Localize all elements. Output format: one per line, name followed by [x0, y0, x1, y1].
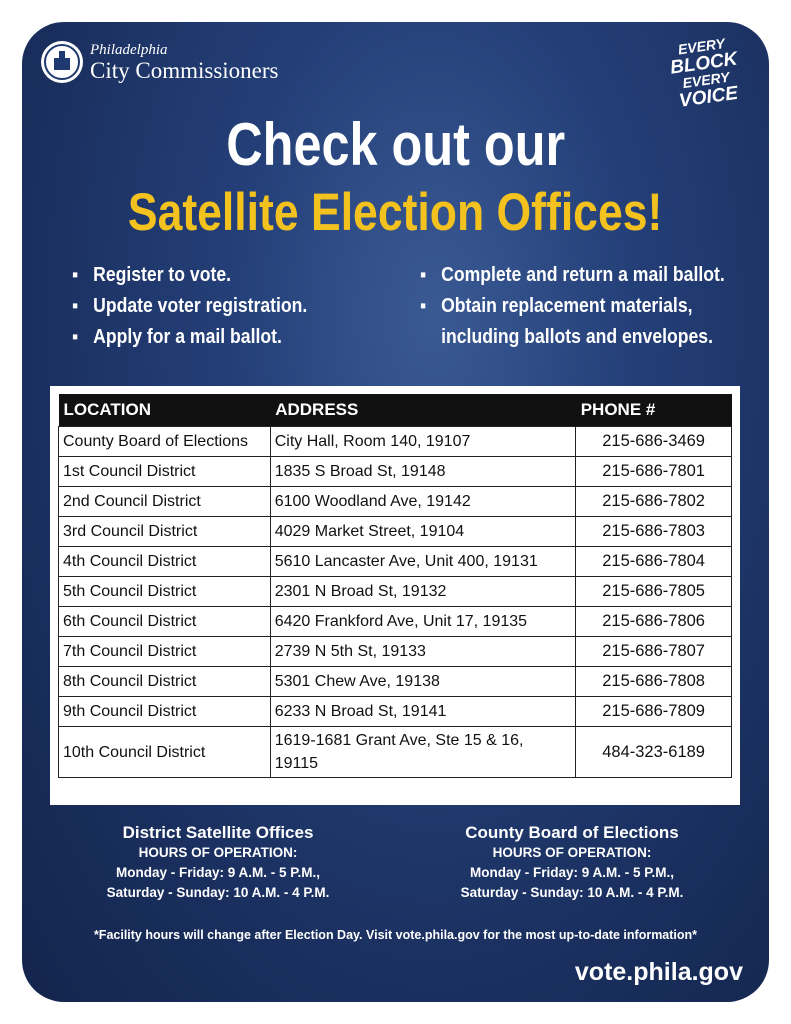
table-row: 5th Council District 2301 N Broad St, 191… [58, 576, 732, 607]
slogan-badge: EVERY BLOCK EVERY VOICE [661, 33, 750, 112]
hours-block: District Satellite Offices HOURS OF OPERA… [28, 822, 408, 903]
hours-title: District Satellite Offices [122, 823, 314, 842]
service-item: Register to vote. [72, 260, 392, 291]
phone-cell: 215-686-7805 [575, 576, 732, 607]
headline: Satellite Election Offices! [22, 182, 769, 243]
address-cell: 6100 Woodland Ave, 19142 [269, 486, 577, 517]
address-cell: 2739 N 5th St, 19133 [269, 636, 577, 667]
table-row: 7th Council District 2739 N 5th St, 19133… [58, 636, 732, 667]
address-cell: 2301 N Broad St, 19132 [269, 576, 577, 607]
table-row: 10th Council District 1619-1681 Grant Ave… [58, 726, 732, 778]
address-cell: 5610 Lancaster Ave, Unit 400, 19131 [269, 546, 577, 577]
address-cell: 1835 S Broad St, 19148 [269, 456, 577, 487]
header-row: LOCATION ADDRESS PHONE # [58, 394, 732, 427]
phone-cell: 215-686-7803 [575, 516, 732, 547]
hours-subtitle: HOURS OF OPERATION: [138, 845, 298, 860]
service-item: Obtain replacement materials, including … [420, 291, 740, 353]
service-list: Register to vote.Update voter registrati… [72, 260, 436, 353]
service-item: Update voter registration. [72, 291, 392, 322]
location-cell: 9th Council District [58, 696, 271, 727]
service-list: Complete and return a mail ballot.Obtain… [420, 260, 769, 353]
phone-cell: 215-686-3469 [575, 426, 732, 457]
table-body: County Board of Elections City Hall, Room… [58, 426, 732, 778]
hours-line: Monday - Friday: 9 A.M. - 5 P.M., [115, 865, 321, 880]
hours-title: County Board of Elections [465, 823, 679, 842]
phone-cell: 215-686-7807 [575, 636, 732, 667]
org-name: City Commissioners [90, 58, 279, 83]
phone-cell: 484-323-6189 [575, 726, 732, 778]
org-top: Philadelphia [90, 42, 168, 58]
address-cell: 6420 Frankford Ave, Unit 17, 19135 [269, 606, 577, 637]
hours-line: Saturday - Sunday: 10 A.M. - 4 P.M. [106, 885, 330, 900]
website: vote.phila.gov [574, 958, 743, 986]
address-cell: 1619-1681 Grant Ave, Ste 15 & 16, 19115 [269, 726, 577, 778]
flyer: Philadelphia City Commissioners EVERY BL… [22, 22, 769, 1002]
column-header: LOCATION [58, 394, 271, 427]
headline-text: Check out our [226, 111, 565, 178]
table-row: County Board of Elections City Hall, Room… [58, 426, 732, 457]
address-cell: 4029 Market Street, 19104 [269, 516, 577, 547]
phone-cell: 215-686-7801 [575, 456, 732, 487]
table-row: 8th Council District 5301 Chew Ave, 19138… [58, 666, 732, 697]
location-cell: 5th Council District [58, 576, 271, 607]
phone-cell: 215-686-7802 [575, 486, 732, 517]
location-cell: 8th Council District [58, 666, 271, 697]
address-cell: 5301 Chew Ave, 19138 [269, 666, 577, 697]
service-item: Complete and return a mail ballot. [420, 260, 740, 291]
hours-line: Saturday - Sunday: 10 A.M. - 4 P.M. [460, 885, 684, 900]
phone-cell: 215-686-7806 [575, 606, 732, 637]
location-cell: 1st Council District [58, 456, 271, 487]
table-row: 6th Council District 6420 Frankford Ave, … [58, 606, 732, 637]
hours-block: County Board of Elections HOURS OF OPERAT… [382, 822, 762, 903]
location-cell: 10th Council District [58, 726, 271, 778]
location-cell: 7th Council District [58, 636, 271, 667]
hours-line: Monday - Friday: 9 A.M. - 5 P.M., [469, 865, 675, 880]
phone-cell: 215-686-7808 [575, 666, 732, 697]
address-cell: 6233 N Broad St, 19141 [269, 696, 577, 727]
locations-table: LOCATION ADDRESS PHONE # County Board of E… [58, 394, 732, 778]
column-header: PHONE # [575, 394, 732, 427]
phone-cell: 215-686-7804 [575, 546, 732, 577]
table-row: 4th Council District 5610 Lancaster Ave, … [58, 546, 732, 577]
table-row: 2nd Council District 6100 Woodland Ave, 1… [58, 486, 732, 517]
footnote: *Facility hours will change after Electi… [93, 928, 698, 942]
table-row: 3rd Council District 4029 Market Street, … [58, 516, 732, 547]
address-cell: City Hall, Room 140, 19107 [269, 426, 577, 457]
location-cell: 3rd Council District [58, 516, 271, 547]
table-row: 9th Council District 6233 N Broad St, 191… [58, 696, 732, 727]
table-row: 1st Council District 1835 S Broad St, 191… [58, 456, 732, 487]
seal-logo [41, 41, 83, 83]
service-item: Apply for a mail ballot. [72, 322, 392, 353]
headline-text: Satellite Election Offices! [128, 183, 663, 242]
location-cell: 4th Council District [58, 546, 271, 577]
location-cell: 2nd Council District [58, 486, 271, 517]
phone-cell: 215-686-7809 [575, 696, 732, 727]
headline: Check out our [22, 110, 769, 179]
table-panel: LOCATION ADDRESS PHONE # County Board of E… [50, 386, 740, 805]
location-cell: County Board of Elections [58, 426, 271, 457]
location-cell: 6th Council District [58, 606, 271, 637]
column-header: ADDRESS [270, 394, 576, 427]
hours-subtitle: HOURS OF OPERATION: [492, 845, 652, 860]
